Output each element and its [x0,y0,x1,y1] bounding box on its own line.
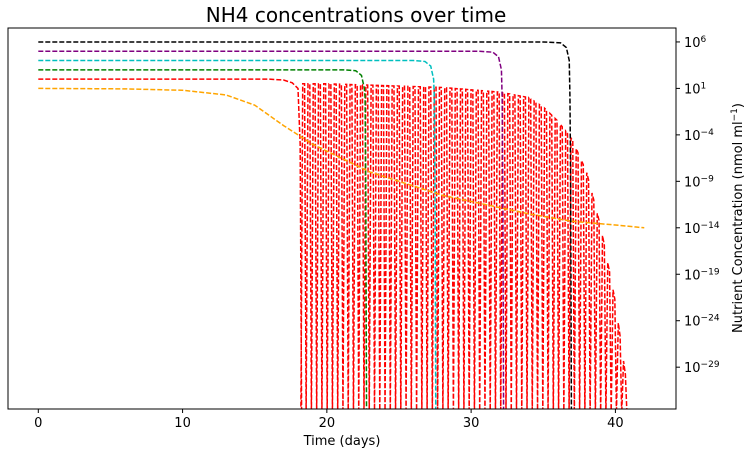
x-tick-label: 10 [174,416,191,431]
plot-frame [7,27,677,410]
y-tick-label: 10−9 [684,174,714,190]
series-line-0 [38,41,573,409]
series-layer [38,41,645,409]
x-axis-ticks: 0 10 20 30 40 [34,409,624,431]
series-line-5 [38,87,645,229]
y-axis-label: Nutrient Concentration (nmol ml−1) [730,103,746,333]
y-axis-label-suffix: ) [731,103,746,108]
y-tick-label: 10−29 [684,360,720,376]
y-tick-label: 10−4 [684,128,714,144]
x-tick-label: 30 [463,416,480,431]
x-tick-label: 0 [34,416,42,431]
series-oscillation-red [300,83,628,409]
y-tick-label: 10−24 [684,314,720,330]
series-line-4 [38,78,303,409]
chart-title: NH4 concentrations over time [206,3,507,27]
y-tick-label: 10−19 [684,267,720,283]
series-line-1 [38,50,505,409]
y-axis-ticks: 106 101 10−4 10−9 10−14 10−19 10−24 10−29 [676,35,720,376]
y-tick-label: 10−14 [684,221,720,237]
x-axis-label: Time (days) [303,434,381,449]
y-axis-label-main: Nutrient Concentration (nmol ml [731,121,746,333]
y-tick-label: 106 [684,35,707,51]
x-tick-label: 20 [319,416,336,431]
x-tick-label: 40 [607,416,624,431]
oscillation-layer [300,83,628,409]
series-line-2 [38,59,437,409]
y-axis-label-sup: −1 [730,108,740,121]
y-tick-label: 101 [684,81,706,97]
series-line-3 [38,69,368,409]
